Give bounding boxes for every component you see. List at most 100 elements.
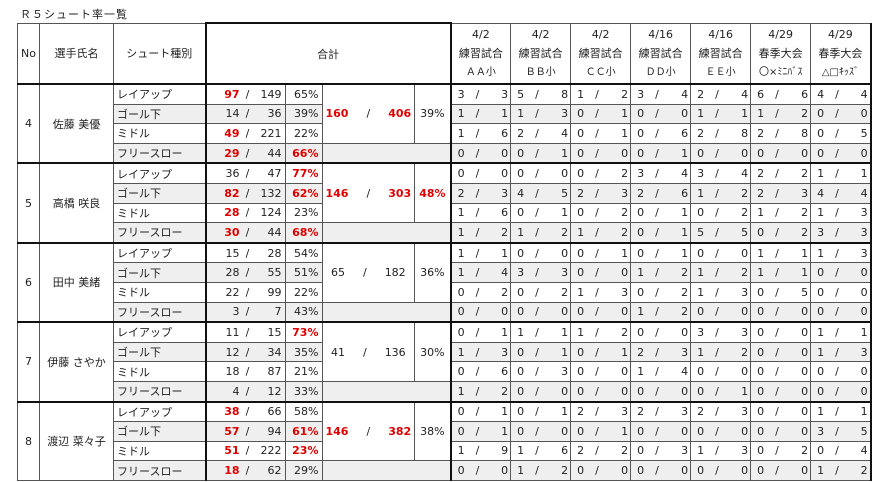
slash: / <box>475 146 480 160</box>
game-attempts: 0 <box>741 246 749 260</box>
game-attempts: 4 <box>860 186 868 200</box>
game-cell: 1 / 1 <box>750 262 812 283</box>
total-pct: 30% <box>414 321 452 382</box>
game-cell: 0 / 0 <box>630 380 692 403</box>
game-made: 0 <box>517 405 525 419</box>
game-attempts: 0 <box>561 167 569 181</box>
table-row: フリースロー 29/44 66% 0/0 0/1 0/0 0/1 0/0 0/0 0/0 <box>18 142 872 164</box>
slash: / <box>535 384 539 398</box>
game-made: 2 <box>757 126 765 140</box>
shot-made-attempts: 18 / 62 <box>204 460 286 481</box>
game-attempts: 0 <box>501 305 509 319</box>
game-made: 0 <box>817 107 825 121</box>
game-attempts: 0 <box>621 365 629 379</box>
game-made: 6 <box>757 87 765 101</box>
table-row: 4 佐藤 美優 レイアップ 97/149 65% 160/406 39% 3/3 5/8 1/2 3… <box>17 82 872 164</box>
game-made: 0 <box>757 345 765 359</box>
game-attempts: 0 <box>561 305 569 319</box>
game-cell: 0 / 1 <box>449 321 512 343</box>
slash: / <box>715 464 719 478</box>
game-cell: 0 / 0 <box>449 301 512 323</box>
game-cell: 1 / 4 <box>449 262 512 283</box>
game-attempts: 3 <box>621 186 629 200</box>
game-attempts: 0 <box>801 365 809 379</box>
total-pct: 38% <box>414 400 452 462</box>
slash: / <box>245 126 250 140</box>
slash: / <box>535 107 539 121</box>
slash: / <box>595 266 599 280</box>
game-cell: 0 / 0 <box>630 321 692 343</box>
game-attempts: 2 <box>801 444 809 458</box>
game-attempts: 6 <box>681 186 689 200</box>
game-cell: 1 / 2 <box>630 301 692 323</box>
game-attempts: 2 <box>621 225 629 239</box>
slash: / <box>475 405 480 419</box>
game-made: 1 <box>517 464 525 478</box>
slash: / <box>595 206 599 220</box>
game-cell: 0 / 1 <box>510 202 572 224</box>
game-cell: 1 / 1 <box>690 103 752 125</box>
game-cell: 2 / 3 <box>750 182 812 204</box>
game-made: 1 <box>817 325 825 339</box>
game-cell: 1 / 1 <box>449 103 512 125</box>
total-made-attempts: 146 / 382 <box>321 400 416 462</box>
game-attempts: 4 <box>741 87 749 101</box>
game-made: 0 <box>517 424 525 438</box>
game-made: 0 <box>757 464 765 478</box>
game-attempts: 3 <box>860 345 868 359</box>
game-made: 0 <box>577 246 585 260</box>
game-cell: 0 / 1 <box>570 421 632 442</box>
game-date: 4/2 <box>531 27 550 41</box>
game-attempts: 3 <box>860 225 868 239</box>
slash: / <box>245 305 250 319</box>
game-attempts: 3 <box>741 444 749 458</box>
game-made: 1 <box>517 325 525 339</box>
shot-made-attempts: 4 / 12 <box>204 380 286 403</box>
game-made: 1 <box>457 246 465 260</box>
game-cell: 0 / 0 <box>810 301 872 323</box>
game-cell: 1 / 9 <box>449 440 512 462</box>
slash: / <box>775 186 779 200</box>
game-opp: ＣＣ小 <box>585 66 616 78</box>
game-cell: 4 / 4 <box>810 182 872 204</box>
game-cell: 0 / 1 <box>690 380 752 403</box>
shot-type: フリースロー <box>113 460 206 481</box>
made-count: 18 <box>225 365 240 379</box>
slash: / <box>835 305 839 319</box>
slash: / <box>535 325 539 339</box>
made-count: 57 <box>224 424 240 438</box>
game-attempts: 0 <box>741 146 749 160</box>
game-attempts: 2 <box>621 325 629 339</box>
game-attempts: 0 <box>801 305 809 319</box>
game-cell: 1 / 2 <box>449 222 512 244</box>
game-attempts: 3 <box>860 206 868 220</box>
slash: / <box>245 186 250 200</box>
game-cell: 0 / 0 <box>449 162 512 184</box>
shot-made-attempts: 30 / 44 <box>204 222 286 244</box>
game-cell: 0 / 1 <box>510 341 572 363</box>
game-cell: 0 / 3 <box>510 361 572 382</box>
game-cell: 0 / 0 <box>810 380 872 403</box>
game-attempts: 2 <box>741 345 749 359</box>
game-attempts: 2 <box>801 225 809 239</box>
game-made: 0 <box>697 464 705 478</box>
game-attempts: 1 <box>501 325 509 339</box>
game-attempts: 2 <box>681 285 689 299</box>
game-cell: 1 / 2 <box>630 262 692 283</box>
slash: / <box>475 107 480 121</box>
game-attempts: 0 <box>860 285 868 299</box>
slash: / <box>655 464 659 478</box>
shot-type: フリースロー <box>113 222 206 244</box>
game-attempts: 4 <box>741 167 749 181</box>
slash: / <box>655 246 659 260</box>
game-date: 4/29 <box>768 27 793 41</box>
slash: / <box>775 345 779 359</box>
game-cell: 0 / 1 <box>449 421 512 442</box>
game-cell: 0 / 2 <box>449 281 512 303</box>
game-attempts: 3 <box>561 107 569 121</box>
slash: / <box>835 167 839 181</box>
game-made: 4 <box>817 87 825 101</box>
game-made: 0 <box>637 225 645 239</box>
total-pct: 36% <box>414 241 452 303</box>
game-cell: 0 / 1 <box>630 241 692 264</box>
